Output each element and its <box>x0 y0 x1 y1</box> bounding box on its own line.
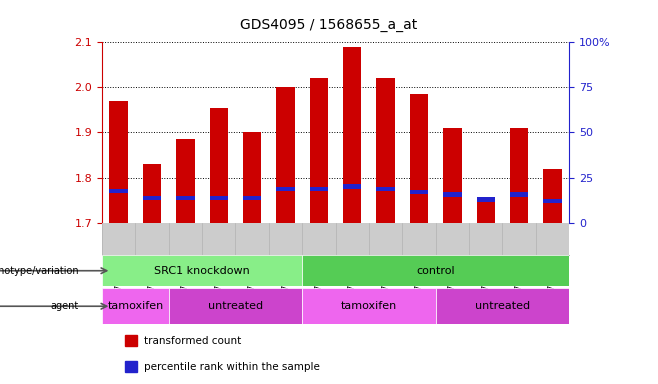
Bar <box>302 288 436 324</box>
Text: genotype/variation: genotype/variation <box>0 266 79 276</box>
Bar <box>302 255 569 286</box>
Bar <box>310 187 328 191</box>
Text: tamoxifen: tamoxifen <box>341 301 397 311</box>
Bar <box>109 101 128 223</box>
Bar <box>544 169 562 223</box>
Bar <box>510 128 528 223</box>
Text: percentile rank within the sample: percentile rank within the sample <box>144 362 320 372</box>
Bar <box>544 199 562 203</box>
Bar <box>125 361 137 372</box>
Bar <box>176 139 195 223</box>
Text: SRC1 knockdown: SRC1 knockdown <box>154 266 250 276</box>
Bar <box>476 197 495 202</box>
Bar <box>343 184 361 189</box>
Text: GDS4095 / 1568655_a_at: GDS4095 / 1568655_a_at <box>240 18 418 32</box>
Bar <box>109 189 128 194</box>
Bar <box>102 255 302 286</box>
Bar <box>376 78 395 223</box>
Bar <box>310 78 328 223</box>
Bar <box>143 195 161 200</box>
Bar <box>276 187 295 191</box>
Bar <box>436 288 569 324</box>
Bar <box>168 288 302 324</box>
Text: untreated: untreated <box>208 301 263 311</box>
Bar <box>210 108 228 223</box>
Bar <box>210 195 228 200</box>
Bar <box>443 192 461 197</box>
Text: untreated: untreated <box>475 301 530 311</box>
Bar <box>510 192 528 197</box>
Text: agent: agent <box>51 301 79 311</box>
Bar <box>343 47 361 223</box>
Text: control: control <box>417 266 455 276</box>
Bar <box>276 88 295 223</box>
Bar <box>176 195 195 200</box>
Bar <box>143 164 161 223</box>
Bar <box>243 195 261 200</box>
Bar <box>410 190 428 194</box>
Bar <box>410 94 428 223</box>
Text: tamoxifen: tamoxifen <box>107 301 163 311</box>
Bar <box>443 128 461 223</box>
Bar <box>125 335 137 346</box>
Bar <box>476 198 495 223</box>
Text: transformed count: transformed count <box>144 336 241 346</box>
Bar <box>243 132 261 223</box>
Bar <box>102 288 168 324</box>
Bar <box>376 187 395 191</box>
